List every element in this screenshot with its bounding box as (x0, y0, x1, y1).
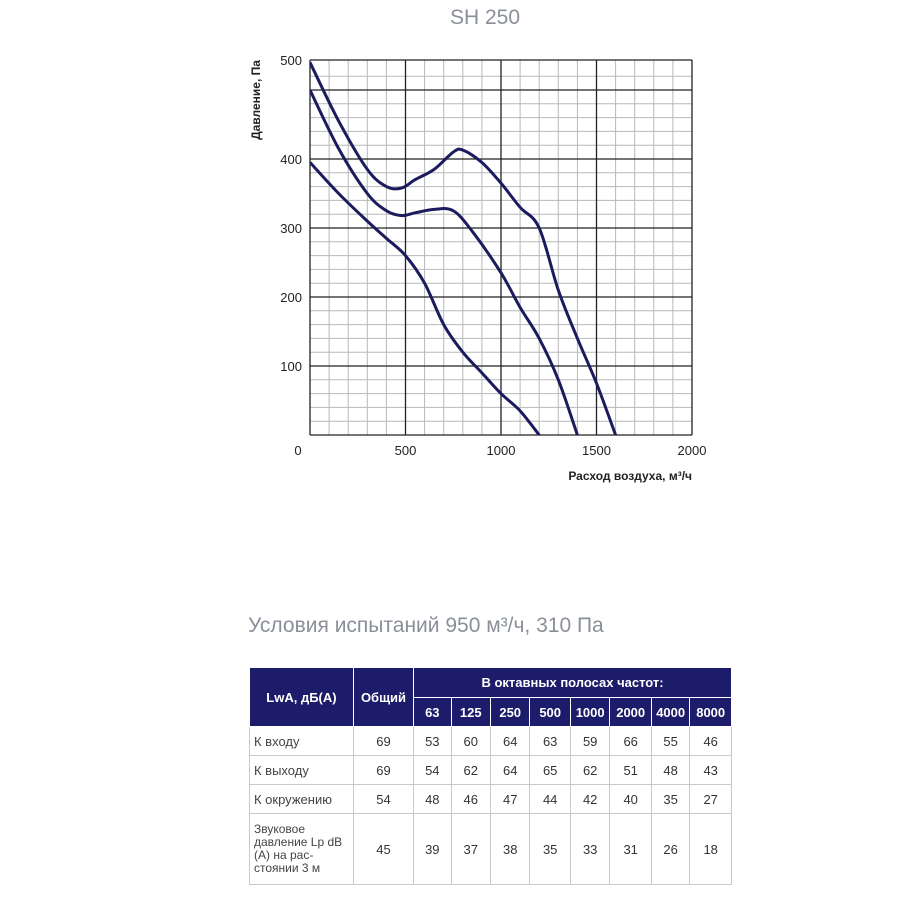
y-axis-label: Давление, Па (249, 60, 263, 140)
frequency-header: 125 (450, 697, 491, 727)
table-row: Звуковое давление Lp dB (A) на рас- стоя… (249, 813, 732, 885)
x-tick-label: 500 (395, 443, 417, 458)
header-octave-bands: В октавных полосах частот: (413, 667, 732, 698)
frequency-header: 500 (529, 697, 571, 727)
total-cell: 54 (352, 784, 415, 814)
table-body: К входу 69 53 60 64 63 59 66 55 46 К выходу 69 54 62 6… (249, 726, 732, 885)
row-label: К входу (249, 726, 354, 756)
y-tick-label: 400 (280, 152, 302, 167)
total-cell: 69 (352, 755, 415, 785)
tick-labels: 0 500 1000 1500 2000 100 200 300 400 500 (280, 53, 706, 458)
value-cell: 46 (689, 726, 732, 756)
value-cell: 66 (609, 726, 652, 756)
series-layer (310, 61, 618, 435)
y-tick-label: 500 (280, 53, 302, 68)
value-cell: 53 (413, 726, 452, 756)
value-cell: 48 (413, 784, 452, 814)
noise-table: LwA, дБ(А) Общий В октавных полосах част… (249, 667, 732, 885)
x-axis-label: Расход воздуха, м³/ч (568, 469, 692, 483)
frequency-header: 1000 (569, 697, 611, 727)
value-cell: 48 (650, 755, 691, 785)
row-label: К выходу (249, 755, 354, 785)
value-cell: 44 (529, 784, 571, 814)
value-cell: 46 (450, 784, 491, 814)
value-cell: 33 (569, 813, 611, 885)
value-cell: 62 (569, 755, 611, 785)
header-lwa: LwA, дБ(А) (249, 667, 354, 727)
y-tick-label: 300 (280, 221, 302, 236)
value-cell: 31 (609, 813, 652, 885)
table-row: К входу 69 53 60 64 63 59 66 55 46 (249, 726, 732, 756)
x-tick-label: 1000 (487, 443, 516, 458)
value-cell: 51 (609, 755, 652, 785)
row-label: К окружению (249, 784, 354, 814)
frequency-header: 63 (413, 697, 452, 727)
test-conditions-caption: Условия испытаний 950 м³/ч, 310 Па (248, 614, 604, 637)
table-row: К окружению 54 48 46 47 44 42 40 35 27 (249, 784, 732, 814)
value-cell: 37 (450, 813, 491, 885)
series-line-2 (310, 89, 579, 435)
total-cell: 45 (352, 813, 415, 885)
value-cell: 65 (529, 755, 571, 785)
fan-curve-chart: 0 500 1000 1500 2000 100 200 300 400 500 Расход в… (249, 53, 706, 483)
frequency-header: 250 (489, 697, 531, 727)
value-cell: 60 (450, 726, 491, 756)
chart-title: SH 250 (449, 6, 521, 29)
value-cell: 18 (689, 813, 732, 885)
value-cell: 62 (450, 755, 491, 785)
value-cell: 26 (650, 813, 691, 885)
series-line-1 (310, 61, 618, 435)
value-cell: 54 (413, 755, 452, 785)
value-cell: 39 (413, 813, 452, 885)
frequency-header: 8000 (689, 697, 732, 727)
value-cell: 47 (489, 784, 531, 814)
value-cell: 55 (650, 726, 691, 756)
value-cell: 35 (650, 784, 691, 814)
y-tick-label: 200 (280, 290, 302, 305)
row-label: Звуковое давление Lp dB (A) на рас- стоя… (249, 813, 354, 885)
x-tick-label: 0 (294, 443, 301, 458)
header-total: Общий (352, 667, 415, 727)
value-cell: 38 (489, 813, 531, 885)
value-cell: 40 (609, 784, 652, 814)
value-cell: 43 (689, 755, 732, 785)
value-cell: 27 (689, 784, 732, 814)
x-tick-label: 1500 (582, 443, 611, 458)
value-cell: 59 (569, 726, 611, 756)
series-line-3 (310, 161, 541, 435)
frequency-header: 4000 (650, 697, 691, 727)
value-cell: 63 (529, 726, 571, 756)
total-cell: 69 (352, 726, 415, 756)
frequency-header-row: 63 125 250 500 1000 2000 4000 8000 (250, 697, 732, 727)
x-tick-label: 2000 (678, 443, 707, 458)
value-cell: 64 (489, 726, 531, 756)
table-row: К выходу 69 54 62 64 65 62 51 48 43 (249, 755, 732, 785)
frequency-header: 2000 (609, 697, 652, 727)
value-cell: 35 (529, 813, 571, 885)
y-tick-label: 100 (280, 359, 302, 374)
value-cell: 64 (489, 755, 531, 785)
minor-grid (310, 60, 692, 435)
value-cell: 42 (569, 784, 611, 814)
